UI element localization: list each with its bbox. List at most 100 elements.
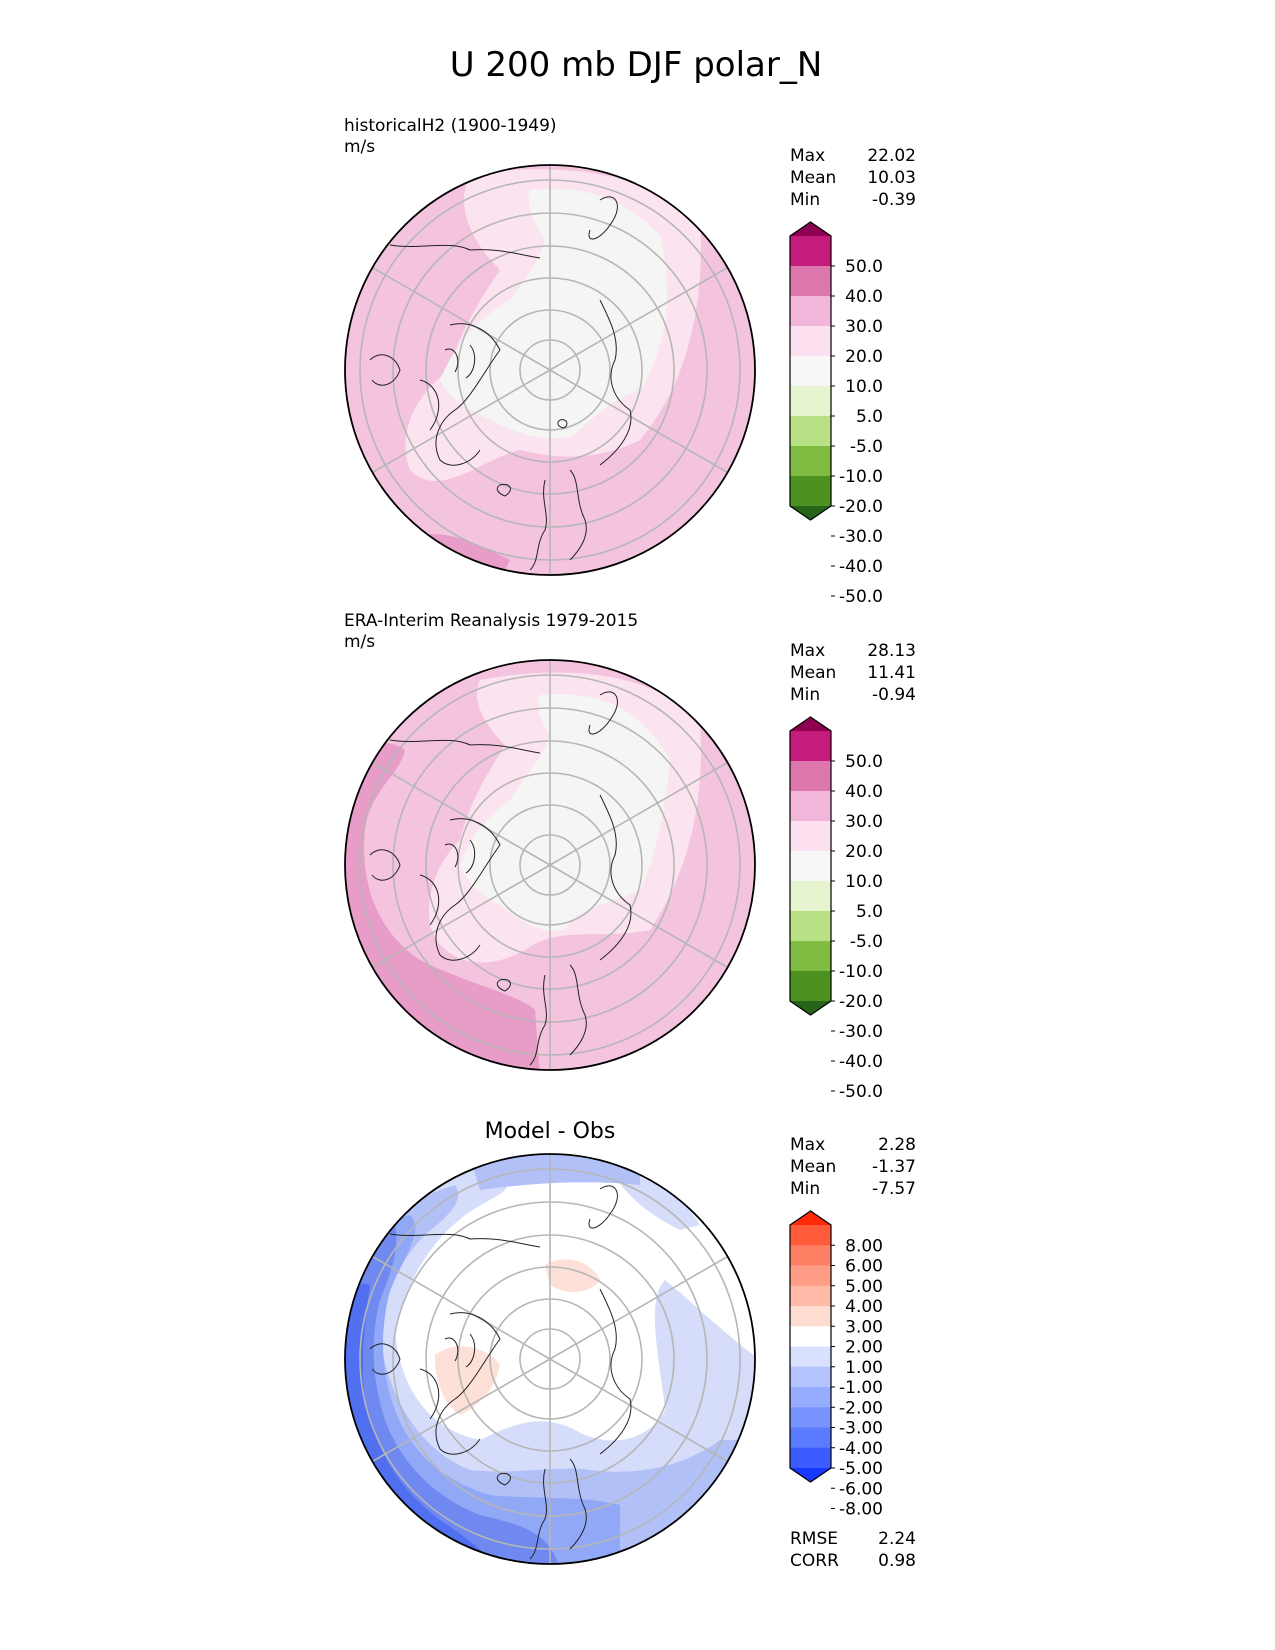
colorbar-bin <box>790 881 831 912</box>
panel-units: m/s <box>344 632 375 652</box>
colorbar-bin <box>790 761 831 792</box>
graticule <box>359 1154 741 1564</box>
colorbar-bin <box>790 476 831 507</box>
colorbar-tick-label: -4.00 <box>839 1439 883 1459</box>
colorbar-extend-min <box>790 1001 831 1015</box>
metric-value: 0.98 <box>878 1551 916 1571</box>
stats-block: Max 28.13 Mean 11.41 Min -0.94 <box>790 641 916 705</box>
fill-region-minus2-top <box>470 1154 640 1190</box>
colorbar-tick-label: 50.0 <box>845 752 883 772</box>
colorbar-bin <box>790 296 831 327</box>
colorbar-tick-label: 30.0 <box>845 812 883 832</box>
stat-label: Min <box>790 1179 820 1199</box>
colorbar-bin <box>790 1346 831 1368</box>
colorbar-tick-label: 50.0 <box>845 257 883 277</box>
colorbar-tick-label: 20.0 <box>845 347 883 367</box>
colorbar-tick-label: -40.0 <box>839 1052 883 1072</box>
metric-label: CORR <box>790 1551 839 1571</box>
coastlines <box>369 196 632 571</box>
colorbar-bin <box>790 791 831 822</box>
colorbar-tick-label: -5.0 <box>850 437 883 457</box>
colorbar-tick-label: -40.0 <box>839 557 883 577</box>
colorbar-tick-label: -10.0 <box>839 467 883 487</box>
graticule <box>359 660 741 1070</box>
colorbar-tick-label: -50.0 <box>839 1082 883 1102</box>
stat-value: -7.57 <box>872 1179 916 1199</box>
colorbar-tick-label: 40.0 <box>845 287 883 307</box>
colorbar-bin <box>790 1285 831 1307</box>
stat-label: Max <box>790 641 825 661</box>
colorbar-extend-max <box>790 717 831 731</box>
stat-value: -0.94 <box>872 685 916 705</box>
stat-value: 11.41 <box>867 663 916 683</box>
colorbar-bin <box>790 386 831 417</box>
colorbar: 8.006.005.004.003.002.001.00-1.00-2.00-3… <box>789 1210 883 1520</box>
colorbar-extend-min <box>790 1468 831 1482</box>
panel-diff: Model - Obs Max 2.28 Mean -1.37 Min -7.5… <box>344 1119 916 1571</box>
colorbar-bin <box>790 1427 831 1449</box>
colorbar-bin <box>790 911 831 942</box>
colorbar-tick-label: -20.0 <box>839 992 883 1012</box>
colorbar: 50.0 40.0 30.0 20.0 10.0 5.0 -5.0 -10.0 -20.0 -30… <box>789 716 883 1102</box>
stat-label: Mean <box>790 1157 836 1177</box>
panel-units: m/s <box>344 137 375 157</box>
colorbar-tick-label: -8.00 <box>839 1500 883 1520</box>
stat-value: -1.37 <box>872 1157 916 1177</box>
map-boundary <box>344 659 756 1071</box>
colorbar-bin <box>790 1407 831 1428</box>
colorbar-tick-label: -30.0 <box>839 1022 883 1042</box>
colorbar-tick-label: 6.00 <box>845 1257 883 1277</box>
colorbar-extend-max <box>790 222 831 236</box>
colorbar-tick-label: -1.00 <box>839 1378 883 1398</box>
colorbar-bin <box>790 416 831 447</box>
metric-value: 2.24 <box>878 1529 916 1549</box>
colorbar-tick-label: -50.0 <box>839 587 883 607</box>
colorbar-tick-label: -6.00 <box>839 1479 883 1499</box>
stat-label: Min <box>790 190 820 210</box>
colorbar-tick-label: 10.0 <box>845 377 883 397</box>
panel-subtitle: historicalH2 (1900-1949) <box>344 116 557 136</box>
fill-region-near-zero <box>460 694 670 931</box>
colorbar-tick-label: -3.00 <box>839 1419 883 1439</box>
colorbar-tick-label: 4.00 <box>845 1297 883 1317</box>
colorbar-tick-label: 5.00 <box>845 1277 883 1297</box>
colorbar-bin <box>790 236 831 267</box>
coastlines <box>369 691 632 1066</box>
colorbar-tick-label: 10.0 <box>845 872 883 892</box>
colorbar-bin <box>790 1447 831 1469</box>
polar-map <box>345 1154 755 1564</box>
colorbar-tick-label: 3.00 <box>845 1317 883 1337</box>
panel-obs: ERA-Interim Reanalysis 1979-2015 m/s Max… <box>344 611 916 1102</box>
stat-label: Mean <box>790 663 836 683</box>
colorbar-tick-label: 20.0 <box>845 842 883 862</box>
stat-label: Max <box>790 146 825 166</box>
colorbar-tick-label: -30.0 <box>839 527 883 547</box>
stat-value: 28.13 <box>867 641 916 661</box>
colorbar-tick-label: -20.0 <box>839 497 883 517</box>
map-boundary <box>344 1153 756 1565</box>
colorbar-tick-label: 5.0 <box>856 902 883 922</box>
colorbar-bin <box>790 356 831 387</box>
metrics-block: RMSE 2.24 CORR 0.98 <box>790 1529 916 1571</box>
colorbar-tick-label: -5.0 <box>850 932 883 952</box>
graticule <box>359 165 741 575</box>
colorbar-bin <box>790 1326 831 1347</box>
colorbar-tick-label: 1.00 <box>845 1358 883 1378</box>
colorbar-tick-label: 40.0 <box>845 782 883 802</box>
colorbar-bin <box>790 971 831 1002</box>
stats-block: Max 2.28 Mean -1.37 Min -7.57 <box>790 1135 916 1199</box>
panel-title: Model - Obs <box>485 1119 616 1144</box>
stat-label: Mean <box>790 168 836 188</box>
colorbar-bin <box>790 941 831 972</box>
colorbar-tick-label: -5.00 <box>839 1459 883 1479</box>
colorbar-tick-label: 30.0 <box>845 317 883 337</box>
colorbar-bin <box>790 851 831 882</box>
colorbar-bin <box>790 1245 831 1266</box>
stat-value: 2.28 <box>878 1135 916 1155</box>
stat-label: Min <box>790 685 820 705</box>
metric-label: RMSE <box>790 1529 838 1549</box>
colorbar-bin <box>790 821 831 852</box>
colorbar-tick-label: -10.0 <box>839 962 883 982</box>
panel-model: historicalH2 (1900-1949) m/s Max 22.02 M… <box>344 116 916 607</box>
